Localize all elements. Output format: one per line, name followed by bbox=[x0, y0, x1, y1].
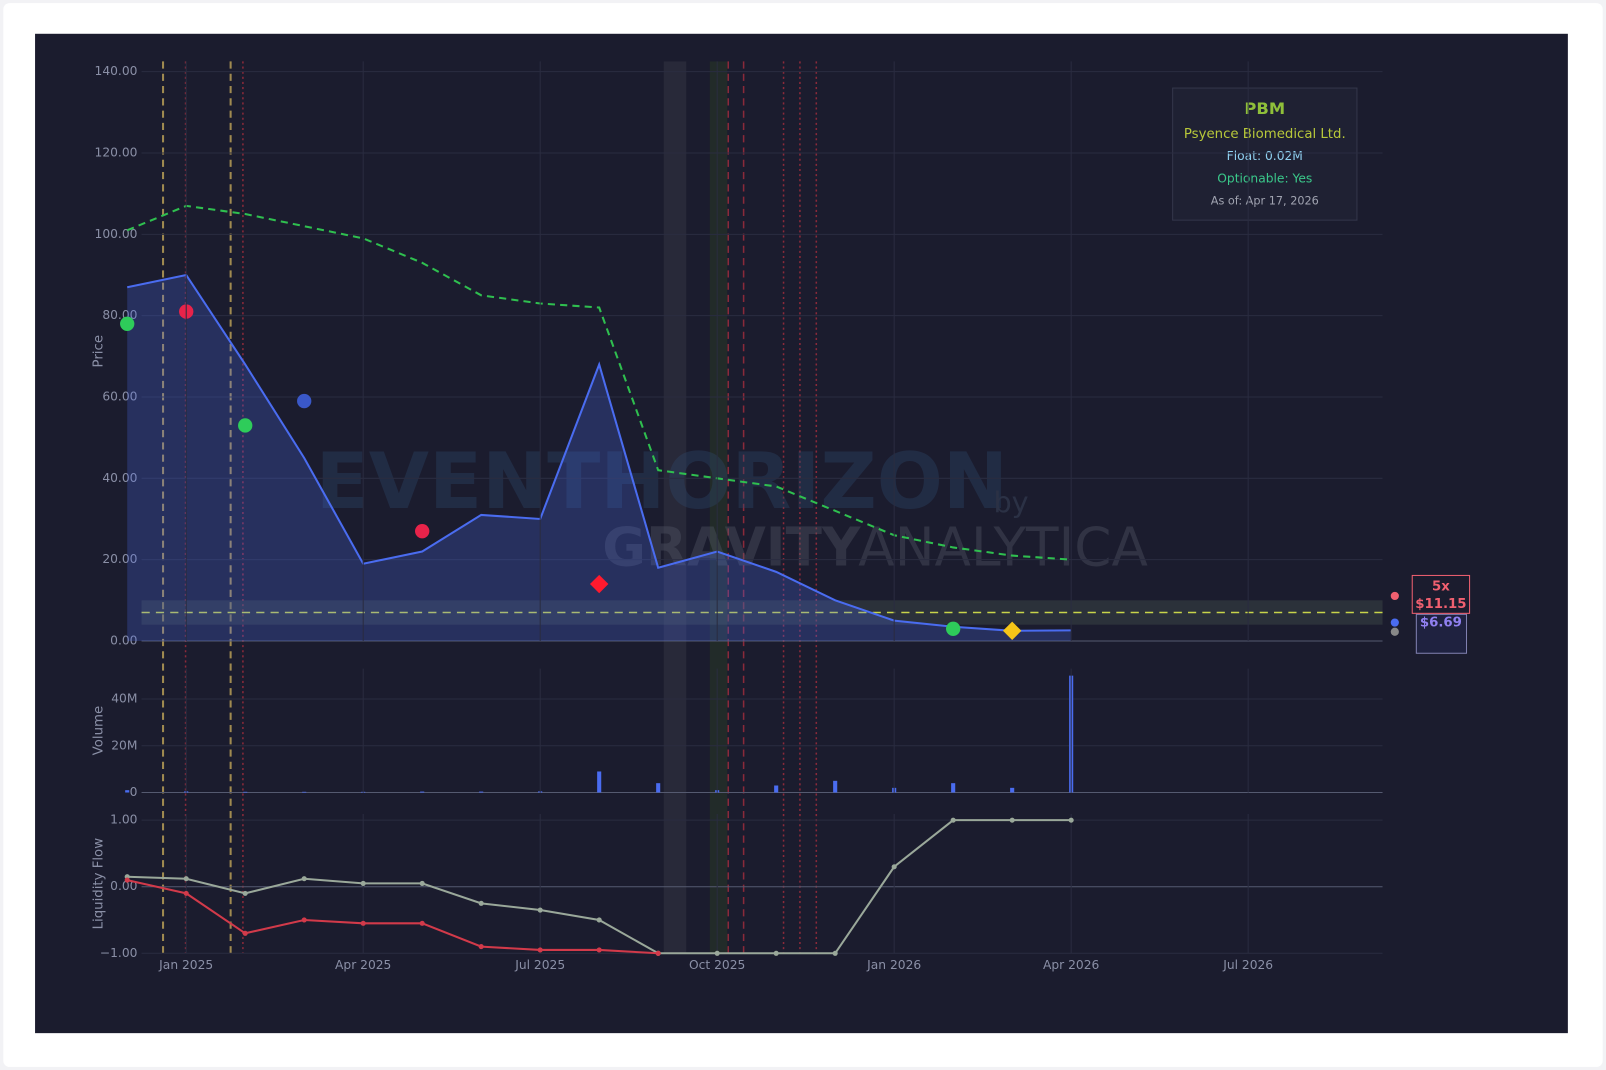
float: Float: 0.02M bbox=[1227, 149, 1303, 163]
point bbox=[183, 890, 189, 896]
target-label: $11.15 bbox=[1415, 597, 1466, 612]
last-label: $6.69 bbox=[1420, 616, 1462, 631]
marker bbox=[297, 393, 312, 409]
point bbox=[242, 890, 248, 896]
point bbox=[1009, 817, 1015, 823]
y-tick-label: 0.00 bbox=[110, 879, 137, 893]
y-tick-label: 60.00 bbox=[102, 389, 137, 403]
point bbox=[419, 880, 425, 886]
point bbox=[773, 950, 779, 956]
point bbox=[596, 917, 602, 923]
y-tick-label: −1.00 bbox=[100, 946, 138, 960]
x-tick-label: Apr 2026 bbox=[1043, 958, 1100, 972]
point bbox=[478, 944, 484, 950]
point bbox=[124, 877, 130, 883]
multiple-label: 5x bbox=[1432, 580, 1450, 595]
company: Psyence Biomedical Ltd. bbox=[1184, 127, 1346, 142]
point bbox=[537, 907, 543, 913]
point bbox=[242, 930, 248, 936]
area bbox=[127, 274, 1072, 641]
watermark-brand: ANALYTICA bbox=[858, 517, 1148, 579]
price-labels: 5x $11.15 $6.69 bbox=[1390, 574, 1471, 654]
watermark-main: EVENTHORIZON bbox=[316, 437, 1008, 527]
label-box bbox=[1411, 574, 1471, 614]
y-tick-label: 1.00 bbox=[110, 813, 137, 827]
y-tick-label: 20.00 bbox=[102, 552, 137, 566]
info-box-frame bbox=[1172, 87, 1358, 221]
label-dot bbox=[1390, 591, 1399, 601]
y-tick-label: 120.00 bbox=[95, 146, 138, 160]
y-tick-label: 40.00 bbox=[102, 471, 137, 485]
shaded-period bbox=[663, 61, 687, 954]
bar bbox=[833, 780, 838, 793]
charts: Price0.0020.0040.0060.0080.00100.00120.0… bbox=[92, 61, 1383, 972]
y-tick-label: 40M bbox=[111, 692, 137, 706]
label-dot bbox=[1390, 627, 1399, 636]
point bbox=[419, 920, 425, 926]
ticker: PBM bbox=[1244, 99, 1285, 118]
marker bbox=[1002, 621, 1022, 641]
x-tick-label: Oct 2025 bbox=[689, 958, 745, 972]
label-box bbox=[1415, 613, 1468, 654]
line bbox=[127, 273, 1072, 632]
point bbox=[301, 876, 307, 882]
marker bbox=[589, 574, 609, 594]
point bbox=[714, 950, 720, 956]
bar bbox=[302, 791, 307, 793]
as-of: As of: Apr 17, 2026 bbox=[1211, 195, 1319, 208]
label-dot bbox=[1390, 618, 1399, 627]
y-tick-label: 20M bbox=[111, 738, 137, 752]
point bbox=[301, 917, 307, 923]
bar bbox=[420, 791, 425, 793]
point bbox=[478, 900, 484, 906]
point bbox=[950, 817, 956, 823]
optionable: Optionable: Yes bbox=[1217, 172, 1312, 186]
x-tick-label: Jan 2026 bbox=[866, 958, 921, 972]
x-tick-label: Jul 2026 bbox=[1222, 958, 1273, 972]
x-tick-label: Jul 2025 bbox=[514, 958, 565, 972]
bar bbox=[1010, 787, 1015, 793]
y-axis-label: Volume bbox=[92, 706, 107, 755]
point bbox=[655, 950, 661, 956]
bar bbox=[243, 791, 248, 793]
point bbox=[537, 947, 543, 953]
point bbox=[183, 876, 189, 882]
watermark-by: by bbox=[993, 485, 1028, 519]
marker bbox=[946, 621, 961, 636]
shaded-period bbox=[709, 61, 728, 954]
event-lines bbox=[162, 61, 818, 954]
bar bbox=[125, 790, 130, 793]
line bbox=[126, 204, 1072, 561]
bar bbox=[951, 783, 956, 793]
y-tick-label: 100.00 bbox=[95, 227, 138, 241]
y-tick-label: 140.00 bbox=[95, 64, 138, 78]
y-tick-label: 0 bbox=[130, 785, 138, 799]
x-tick-label: Jan 2025 bbox=[158, 958, 213, 972]
y-axis-label: Price bbox=[92, 335, 107, 367]
point bbox=[1068, 817, 1074, 823]
marker bbox=[238, 418, 253, 433]
bar bbox=[597, 771, 602, 793]
info-box: PBM Psyence Biomedical Ltd. Float: 0.02M… bbox=[1172, 87, 1358, 221]
y-tick-label: 0.00 bbox=[110, 633, 137, 647]
x-tick-label: Apr 2025 bbox=[335, 958, 391, 972]
bar bbox=[656, 783, 661, 793]
y-axis-label: Liquidity Flow bbox=[92, 838, 107, 930]
point bbox=[596, 947, 602, 953]
point bbox=[832, 950, 838, 956]
bar bbox=[774, 785, 779, 793]
bar bbox=[479, 791, 484, 793]
line bbox=[126, 879, 659, 955]
point bbox=[891, 864, 897, 870]
point bbox=[360, 920, 366, 926]
point bbox=[360, 880, 366, 886]
marker bbox=[120, 316, 135, 331]
marker bbox=[415, 524, 430, 539]
